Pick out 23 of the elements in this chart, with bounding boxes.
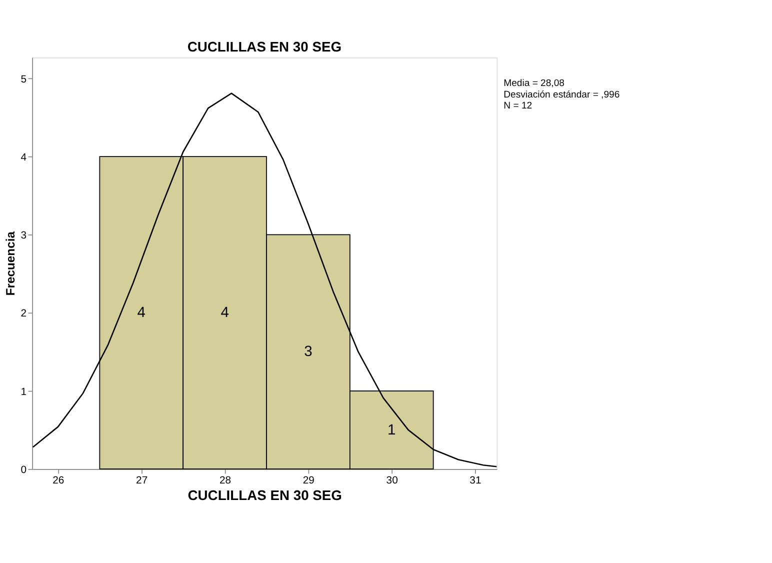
data-label: 4 — [137, 305, 146, 322]
text: Media = 28,08 — [504, 78, 564, 90]
x-tick-label: 29 — [302, 475, 315, 486]
x-tick-label: 28 — [219, 475, 232, 486]
text: N = 12 — [504, 100, 532, 112]
y-tick-label: 1 — [20, 386, 27, 398]
y-tick-label: 3 — [20, 230, 27, 242]
data-label: 4 — [220, 305, 229, 322]
y-tick-label: 0 — [20, 464, 27, 476]
text: Desviación estándar = ,996 — [504, 89, 620, 100]
x-tick-label: 31 — [470, 475, 482, 486]
y-tick-label: 2 — [20, 308, 27, 320]
x-tick-label: 30 — [386, 475, 398, 486]
y-axis-title: Frecuencia — [4, 231, 18, 296]
x-tick-label: 26 — [52, 475, 64, 486]
x-tick-label: 27 — [136, 475, 148, 486]
chart-title: CUCLILLAS EN 30 SEG — [187, 38, 342, 54]
data-label: 1 — [388, 422, 396, 438]
data-label: 3 — [304, 344, 312, 360]
y-tick-label: 4 — [20, 152, 27, 164]
x-axis-title: CUCLILLAS EN 30 SEG — [188, 486, 342, 503]
y-tick-label: 5 — [20, 74, 27, 86]
line-series — [32, 92, 497, 468]
